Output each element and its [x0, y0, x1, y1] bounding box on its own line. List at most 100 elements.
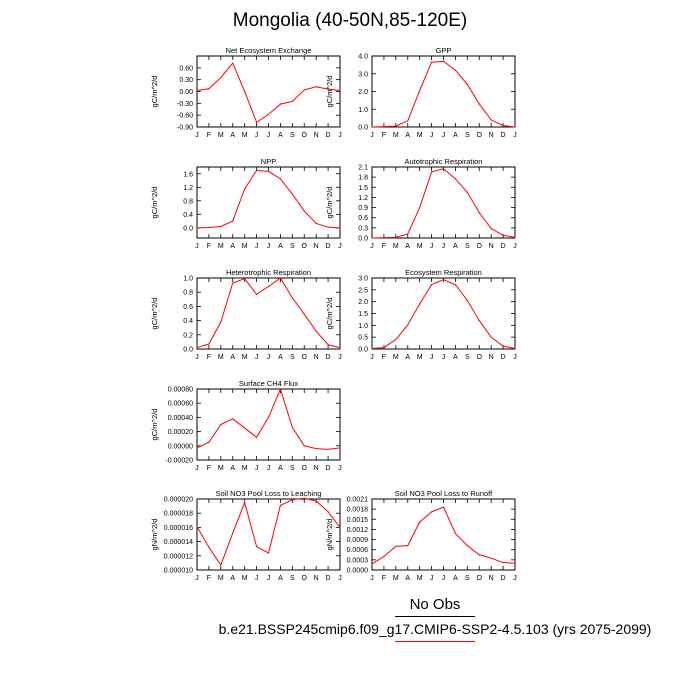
plot-frame: [196, 498, 341, 571]
data-point: [208, 546, 210, 548]
data-point: [303, 497, 305, 499]
data-point: [419, 303, 421, 305]
x-tick-label: O: [477, 354, 483, 361]
x-tick-label: S: [290, 575, 295, 582]
x-tick-label: S: [290, 465, 295, 472]
x-tick-label: D: [326, 132, 331, 139]
y-tick-label: 0.000014: [164, 539, 193, 546]
panel-title: GPP: [436, 46, 452, 55]
x-tick-label: D: [501, 132, 506, 139]
data-point: [267, 285, 270, 288]
x-tick-label: A: [230, 465, 235, 472]
x-tick-label: A: [278, 132, 283, 139]
x-tick-label: J: [513, 243, 517, 250]
y-tick-label: 0.0018: [347, 507, 369, 514]
x-tick-label: M: [242, 575, 248, 582]
x-tick-label: A: [278, 465, 283, 472]
y-tick-label: 0.9: [358, 205, 368, 212]
data-point: [466, 191, 468, 193]
y-tick-label: 0.00040: [168, 415, 193, 422]
page-title: Mongolia (40-50N,85-120E): [232, 10, 468, 31]
x-tick-label: M: [242, 243, 248, 250]
panel-title: Soil NO3 Pool Loss to Runoff: [395, 489, 493, 498]
y-tick-label: 0.0: [183, 225, 193, 232]
x-tick-label: D: [501, 354, 506, 361]
x-tick-label: J: [267, 465, 271, 472]
data-point: [442, 506, 445, 508]
y-axis-label: gC/m^2/d: [325, 298, 334, 330]
y-tick-label: 0.0021: [347, 497, 369, 504]
x-tick-label: J: [255, 575, 259, 582]
y-axis-label: gC/m^2/d: [325, 76, 334, 108]
chart-panel: Surface CH4 Flux gC/m^2/d -0.00020 0.00000 0…: [150, 379, 342, 472]
data-point: [442, 60, 445, 62]
data-point: [196, 227, 198, 229]
x-tick-label: J: [255, 243, 259, 250]
series-line: [371, 60, 516, 128]
data-point: [490, 227, 492, 230]
x-tick-label: A: [278, 243, 283, 250]
y-tick-label: 0.00000: [168, 443, 193, 450]
x-tick-label: N: [489, 243, 494, 250]
data-point: [430, 171, 433, 173]
x-tick-label: M: [218, 465, 224, 472]
x-tick-label: D: [501, 575, 506, 582]
data-point: [220, 564, 222, 566]
case-legend-line: [395, 641, 475, 642]
x-tick-label: N: [314, 243, 319, 250]
data-point: [232, 532, 234, 534]
x-tick-label: N: [314, 132, 319, 139]
x-tick-label: O: [302, 243, 308, 250]
y-tick-label: 0.00080: [168, 387, 193, 394]
x-tick-label: N: [489, 575, 494, 582]
x-tick-label: A: [405, 354, 410, 361]
chart-panel: Ecosystem Respiration gC/m^2/d 0.0 0.5 1.0 1.…: [325, 268, 517, 361]
y-tick-label: 0.0: [358, 236, 368, 243]
x-tick-label: F: [207, 243, 211, 250]
panel-title: Soil NO3 Pool Loss to Leaching: [216, 489, 322, 498]
panel-title: Ecosystem Respiration: [405, 268, 482, 277]
panel-title: Surface CH4 Flux: [239, 379, 298, 388]
data-point: [490, 336, 492, 338]
x-tick-label: A: [230, 243, 235, 250]
x-tick-label: J: [267, 243, 271, 250]
y-tick-label: 1.0: [358, 323, 368, 330]
data-point: [303, 445, 305, 447]
y-tick-label: 0.0: [358, 125, 368, 132]
chart-panel: Autotrophic Respiration gC/m^2/d 0.0 0.3 0.6…: [325, 157, 517, 250]
x-tick-label: J: [430, 132, 434, 139]
data-point: [315, 330, 317, 332]
data-point: [267, 416, 270, 418]
series-line: [196, 62, 341, 124]
y-tick-label: 0.8: [183, 290, 193, 297]
data-point: [315, 86, 317, 88]
data-point: [315, 448, 317, 450]
data-point: [255, 436, 258, 438]
x-tick-label: A: [230, 132, 235, 139]
series-line: [371, 279, 516, 350]
data-point: [395, 338, 397, 341]
data-point: [478, 212, 480, 214]
y-tick-label: 0.0015: [347, 517, 369, 524]
data-point: [279, 103, 282, 105]
data-point: [339, 447, 341, 449]
data-point: [279, 388, 282, 390]
y-tick-label: 0.0009: [347, 537, 369, 544]
x-tick-label: J: [430, 354, 434, 361]
x-tick-label: M: [393, 354, 399, 361]
series-line: [371, 168, 516, 239]
y-tick-label: 1.2: [183, 185, 193, 192]
series-line: [196, 387, 341, 450]
panel-title: NPP: [261, 157, 276, 166]
data-point: [303, 89, 305, 91]
y-tick-label: 0.4: [183, 212, 193, 219]
data-point: [196, 526, 198, 528]
x-tick-label: N: [314, 575, 319, 582]
data-point: [371, 563, 373, 565]
data-point: [244, 90, 246, 93]
y-axis-label: gC/m^2/d: [150, 187, 159, 219]
x-tick-label: N: [489, 132, 494, 139]
data-point: [220, 423, 222, 426]
data-point: [339, 526, 341, 529]
x-tick-label: O: [477, 132, 483, 139]
